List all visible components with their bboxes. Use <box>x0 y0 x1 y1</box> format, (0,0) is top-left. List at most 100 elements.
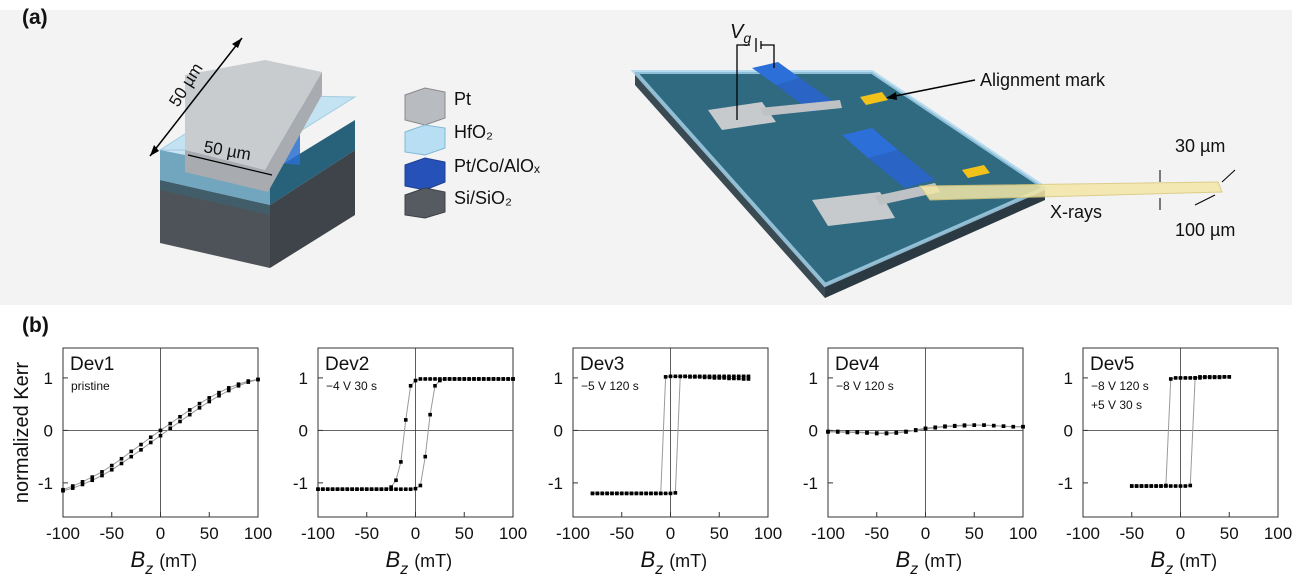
data-point <box>712 374 717 379</box>
y-tick-label: 0 <box>1064 421 1073 440</box>
data-point <box>727 376 731 381</box>
y-tick-label: 0 <box>44 421 53 440</box>
data-point <box>668 374 673 379</box>
data-point <box>595 491 600 496</box>
x-tick-label: -100 <box>1066 524 1100 543</box>
y-tick-label: -1 <box>293 474 308 493</box>
axis-symbol: B <box>1151 547 1166 572</box>
chart-title: Dev2 <box>325 354 369 375</box>
data-point <box>423 454 428 459</box>
data-point <box>1188 376 1193 380</box>
data-point <box>1134 484 1139 488</box>
data-point <box>389 487 393 491</box>
chart-title: Dev4 <box>835 354 880 375</box>
data-point <box>119 461 124 466</box>
x-tick-label: 0 <box>411 524 420 543</box>
panel-label: (b) <box>22 314 49 337</box>
data-point <box>389 485 393 489</box>
data-point <box>982 423 986 427</box>
chart-title: Dev5 <box>1090 354 1134 375</box>
data-point <box>952 424 957 429</box>
data-point <box>433 383 437 388</box>
beam-label: X-rays <box>1050 202 1102 222</box>
data-point <box>423 377 428 381</box>
data-point <box>428 377 432 381</box>
data-point <box>741 374 746 379</box>
data-point <box>428 412 432 417</box>
axis-symbol: B <box>131 547 146 572</box>
layer-label: Pt/Co/AlOₓ <box>454 156 540 176</box>
data-point <box>418 483 423 488</box>
data-point <box>1173 484 1178 488</box>
data-point <box>826 430 830 434</box>
data-point <box>178 419 182 424</box>
data-point <box>418 377 423 381</box>
x-tick-label: -50 <box>609 524 634 543</box>
data-point <box>1168 377 1173 381</box>
axis-subscript: z <box>1164 561 1173 578</box>
data-point <box>119 456 124 461</box>
y-tick-label: 1 <box>809 369 818 388</box>
data-point <box>615 491 619 496</box>
x-tick-label: 100 <box>754 524 782 543</box>
data-point <box>962 423 967 428</box>
x-axis-label: Bz (mT) <box>1151 547 1218 578</box>
data-point <box>933 425 938 430</box>
data-point <box>746 374 751 379</box>
data-point <box>61 487 65 492</box>
data-point <box>991 423 996 428</box>
y-tick-label: 0 <box>299 421 308 440</box>
data-point <box>600 491 605 496</box>
x-tick-label: 50 <box>1220 524 1239 543</box>
device-cube <box>149 37 357 268</box>
x-axis-label: Bz (mT) <box>641 547 708 578</box>
axis-symbol: B <box>896 547 911 572</box>
data-point <box>697 374 702 379</box>
data-point <box>335 487 340 491</box>
y-tick-label: -1 <box>38 474 53 493</box>
data-point <box>321 487 325 491</box>
data-point <box>413 486 418 491</box>
data-point <box>649 491 653 496</box>
data-point <box>1159 484 1163 488</box>
x-axis-label: Bz (mT) <box>386 547 453 578</box>
data-point <box>226 388 231 393</box>
data-point <box>511 377 515 381</box>
data-point <box>605 491 609 496</box>
axis-subscript: z <box>654 561 663 578</box>
data-point <box>1217 375 1222 380</box>
x-axis-label: Bz (mT) <box>131 547 198 578</box>
data-point <box>129 449 134 454</box>
data-point <box>1144 484 1149 488</box>
data-point <box>197 406 202 410</box>
data-point <box>413 378 418 383</box>
data-point <box>884 431 889 436</box>
data-point <box>360 487 364 491</box>
chip <box>630 38 1236 298</box>
data-point <box>481 377 486 381</box>
data-point <box>673 491 678 495</box>
data-point <box>217 393 221 398</box>
data-point <box>433 377 437 381</box>
data-point <box>590 491 595 496</box>
data-point <box>148 435 153 440</box>
data-point <box>399 460 403 464</box>
data-point <box>683 374 687 379</box>
panel-label: (a) <box>22 6 48 29</box>
x-tick-label: 0 <box>156 524 165 543</box>
axis-unit: (mT) <box>414 551 452 571</box>
data-point <box>148 440 153 445</box>
data-point <box>457 377 462 381</box>
x-tick-label: -50 <box>354 524 379 543</box>
x-tick-label: 100 <box>1264 524 1292 543</box>
data-point <box>384 487 389 491</box>
data-point <box>741 377 746 381</box>
axis-unit: (mT) <box>924 551 962 571</box>
x-tick-label: -100 <box>811 524 845 543</box>
data-point <box>972 423 977 427</box>
data-point <box>506 377 510 381</box>
data-point <box>1173 376 1178 380</box>
data-point <box>168 426 173 431</box>
data-point <box>835 430 840 434</box>
